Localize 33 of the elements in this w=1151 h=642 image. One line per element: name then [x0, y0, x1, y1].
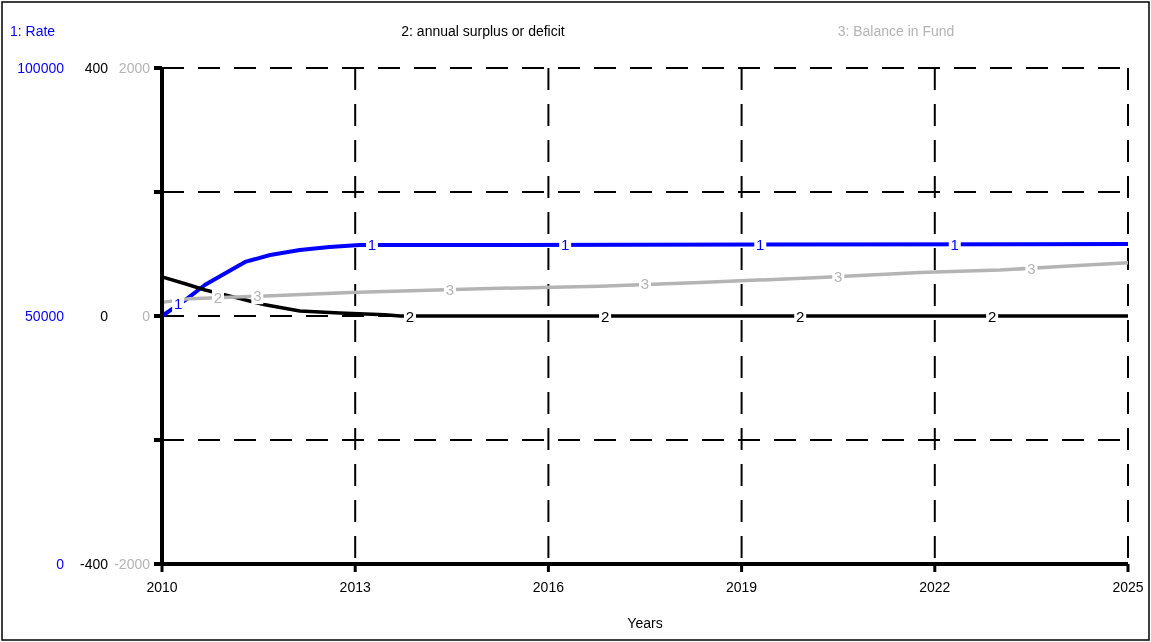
text: 3: Balance in Fund: [837, 23, 955, 39]
annotation: 3: [640, 274, 650, 292]
x-tick-label: 2013: [339, 579, 371, 595]
annotation: 2: [987, 307, 997, 325]
text: 2: annual surplus or deficit: [401, 23, 565, 39]
x-tick-label: 2016: [532, 579, 565, 595]
annotation: 2: [213, 288, 223, 306]
annotation: 1: [173, 294, 183, 312]
y-tick-label: 50000: [25, 308, 65, 324]
annotation: 3: [445, 280, 455, 298]
x-tick-label: 2019: [726, 579, 758, 595]
y2-tick-label: 400: [84, 60, 109, 76]
text: 1: Rate: [10, 23, 56, 39]
annotation: 1: [950, 235, 959, 253]
annotation: 1: [367, 235, 377, 253]
annotation: 3: [1027, 259, 1036, 277]
annotation: 1: [756, 235, 765, 253]
annotation: 3: [834, 268, 843, 286]
x-tick-label: 2022: [919, 579, 951, 595]
annotation: 1: [560, 235, 570, 253]
y2-tick-label: 0: [100, 308, 109, 324]
annotation: 2: [600, 307, 610, 325]
x-tick-label: 2025: [1112, 579, 1144, 595]
y-tick-label: 100000: [17, 60, 65, 76]
y3-tick-label: 0: [142, 308, 151, 324]
annotation: 2: [405, 307, 415, 325]
x-axis-title: Years: [627, 615, 663, 631]
y2-tick-label: -400: [79, 556, 109, 572]
annotation: 2: [796, 307, 805, 325]
x-tick-label: 2010: [146, 579, 178, 595]
y3-tick-label: 2000: [118, 60, 151, 76]
y3-tick-label: -2000: [114, 556, 151, 572]
y-tick-label: 0: [56, 556, 65, 572]
